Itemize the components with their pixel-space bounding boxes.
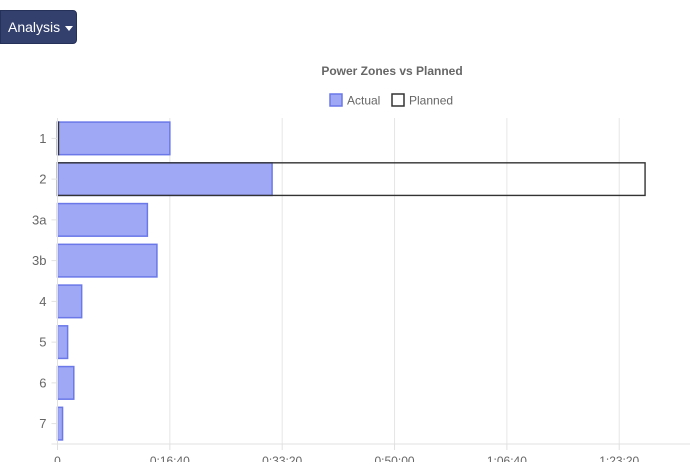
x-tick-label: 0:33:20 <box>262 454 302 462</box>
bar-actual-3b[interactable] <box>56 243 158 278</box>
x-tick-label: 0:50:00 <box>375 454 415 462</box>
bar-actual-5[interactable] <box>56 325 69 360</box>
y-tick-label: 5 <box>39 335 46 350</box>
bar-actual-7[interactable] <box>56 406 64 441</box>
x-tick-label: 0 <box>54 454 61 462</box>
legend-swatch-actual[interactable] <box>329 93 343 107</box>
chart-axes <box>51 118 690 450</box>
bar-actual-3a[interactable] <box>56 202 149 237</box>
chart-bars <box>56 121 646 441</box>
y-tick-label: 6 <box>39 375 46 390</box>
chart-text: 0 0:16:40 0:33:20 0:50:00 1:06:40 1:23:20 1 2 3a… <box>32 64 640 462</box>
bar-actual-4[interactable] <box>56 284 83 319</box>
caret-down-icon <box>65 25 74 31</box>
y-tick-label: 4 <box>39 294 46 309</box>
legend-label-planned[interactable]: Planned <box>409 94 453 108</box>
chart-title: Power Zones vs Planned <box>321 64 462 78</box>
y-tick-label: 3a <box>32 212 47 227</box>
bar-actual-6[interactable] <box>56 365 75 400</box>
analysis-button-label: Analysis <box>8 19 61 35</box>
y-tick-label: 7 <box>39 416 46 431</box>
x-tick-label: 1:06:40 <box>487 454 527 462</box>
x-tick-label: 0:16:40 <box>150 454 190 462</box>
y-tick-label: 2 <box>39 172 46 187</box>
analysis-dropdown-button[interactable]: Analysis <box>0 10 77 44</box>
bar-actual-1[interactable] <box>56 121 171 156</box>
legend-label-actual[interactable]: Actual <box>347 94 380 108</box>
legend-swatch-planned[interactable] <box>391 93 405 107</box>
x-tick-label: 1:23:20 <box>599 454 639 462</box>
y-tick-label: 1 <box>39 131 46 146</box>
bar-actual-2[interactable] <box>56 162 273 197</box>
y-tick-label: 3b <box>32 253 46 268</box>
